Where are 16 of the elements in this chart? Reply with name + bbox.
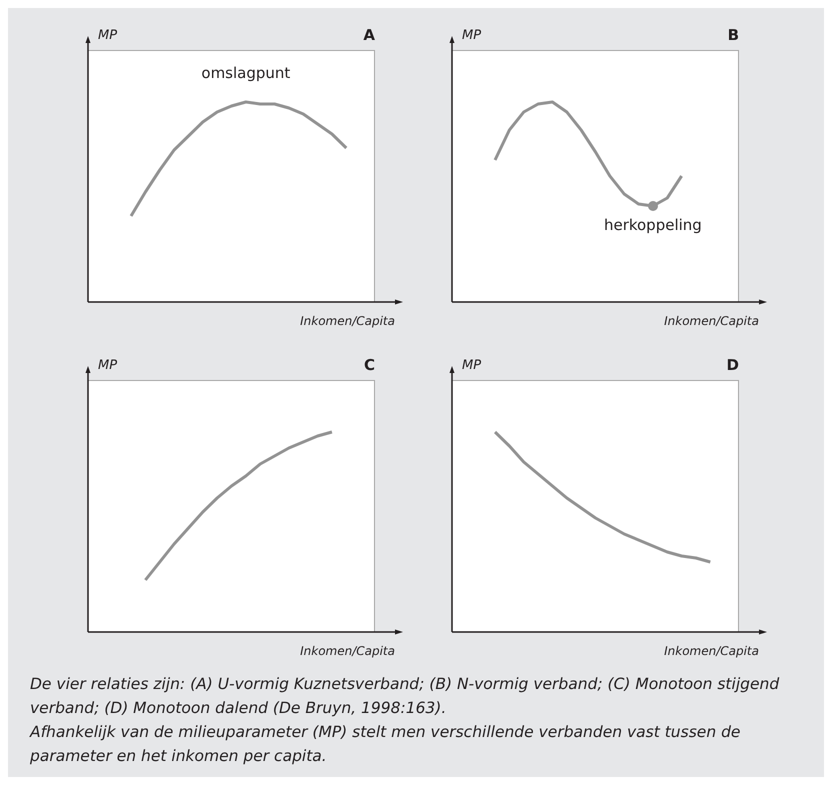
chart-title: B bbox=[728, 26, 739, 44]
y-axis-title: MP bbox=[98, 28, 118, 43]
y-axis-title: MP bbox=[98, 358, 118, 373]
y-axis-title: MP bbox=[462, 28, 482, 43]
chart-title: C bbox=[364, 356, 375, 374]
chart-title: A bbox=[363, 26, 375, 44]
chart-title: D bbox=[726, 356, 739, 374]
annotation: herkoppeling bbox=[602, 216, 703, 234]
x-axis-title: Inkomen/Capita bbox=[300, 644, 395, 658]
text: Afhankelijk van de milieuparameter (MP) stelt men verschillende verbanden vast tussen de parameter en het inkomen per capita. bbox=[30, 722, 742, 767]
text: De vier relaties zijn: (A) U-vormig Kuznetsverband; (B) N-vormig verband; (C) Monotoon stijgend verband; (D) Monotoon dalend (De Bruyn, 1998:163). bbox=[30, 674, 780, 719]
text: omslagpunt bbox=[200, 64, 292, 82]
x-axis-title: Inkomen/Capita bbox=[300, 314, 395, 328]
y-axis-title: MP bbox=[462, 358, 482, 373]
x-axis-title: Inkomen/Capita bbox=[664, 314, 759, 328]
x-axis-title: Inkomen/Capita bbox=[664, 644, 759, 658]
